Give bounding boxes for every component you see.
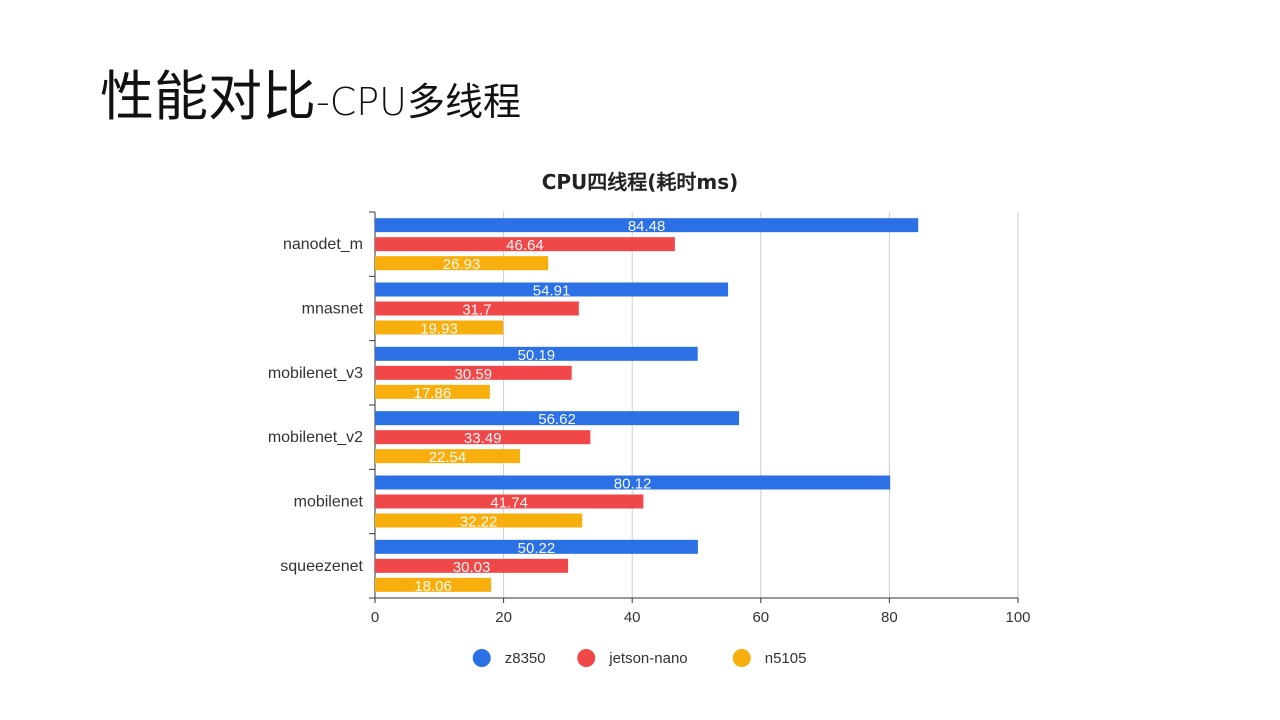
category-label: mobilenet_v2 xyxy=(268,429,363,446)
data-label: 26.93 xyxy=(443,256,481,273)
data-label: 19.93 xyxy=(420,321,458,338)
legend-marker-jetson-nano xyxy=(577,649,596,667)
category-label: nanodet_m xyxy=(283,236,363,253)
data-label: 30.59 xyxy=(455,366,493,383)
legend-label: jetson-nano xyxy=(608,650,687,667)
legend-marker-z8350 xyxy=(472,649,491,667)
data-label: 32.22 xyxy=(460,514,498,531)
bar-n5105 xyxy=(375,577,492,592)
bar-z8350 xyxy=(375,411,740,426)
bar-z8350 xyxy=(375,282,729,297)
bar-n5105 xyxy=(375,384,490,399)
legend-label: z8350 xyxy=(505,650,546,667)
bar-z8350 xyxy=(375,346,698,361)
legend-marker-n5105 xyxy=(732,649,751,667)
data-label: 31.7 xyxy=(462,302,491,319)
data-label: 33.49 xyxy=(464,430,502,447)
data-label: 46.64 xyxy=(506,237,544,254)
data-label: 50.19 xyxy=(518,347,556,364)
bar-jetson-nano xyxy=(375,430,591,445)
data-label: 84.48 xyxy=(628,218,666,235)
bar-n5105 xyxy=(375,449,520,464)
slide-title-main: 性能对比 xyxy=(100,65,316,128)
data-label: 17.86 xyxy=(414,385,452,402)
data-label: 30.03 xyxy=(453,559,491,576)
data-label: 50.22 xyxy=(518,540,556,557)
bar-z8350 xyxy=(375,539,698,554)
data-label: 54.91 xyxy=(533,283,571,300)
x-tick-label: 0 xyxy=(371,609,379,626)
category-label: mobilenet_v3 xyxy=(268,365,363,382)
bar-n5105 xyxy=(375,513,583,528)
slide-title: 性能对比-CPU多线程 xyxy=(100,70,521,124)
data-label: 80.12 xyxy=(614,476,652,493)
x-tick-label: 60 xyxy=(752,609,769,626)
bar-jetson-nano xyxy=(375,301,579,316)
category-label: squeezenet xyxy=(280,558,363,575)
data-label: 41.74 xyxy=(490,495,528,512)
bar-jetson-nano xyxy=(375,365,572,380)
data-label: 18.06 xyxy=(414,578,452,595)
x-tick-label: 100 xyxy=(1005,609,1030,626)
legend-label: n5105 xyxy=(765,650,807,667)
bar-n5105 xyxy=(375,320,504,335)
chart-title: CPU四线程(耗时ms) xyxy=(541,170,739,194)
x-tick-label: 80 xyxy=(881,609,898,626)
bar-jetson-nano xyxy=(375,558,569,573)
bar-jetson-nano xyxy=(375,494,644,509)
x-tick-label: 20 xyxy=(495,609,512,626)
slide-title-sub: -CPU多线程 xyxy=(316,80,521,124)
category-label: mnasnet xyxy=(302,301,364,318)
bar-z8350 xyxy=(375,218,919,233)
bar-n5105 xyxy=(375,256,549,271)
data-label: 56.62 xyxy=(538,411,576,428)
data-label: 22.54 xyxy=(429,449,467,466)
bar-z8350 xyxy=(375,475,891,490)
bar-jetson-nano xyxy=(375,237,675,252)
category-label: mobilenet xyxy=(294,494,364,511)
x-tick-label: 40 xyxy=(624,609,641,626)
